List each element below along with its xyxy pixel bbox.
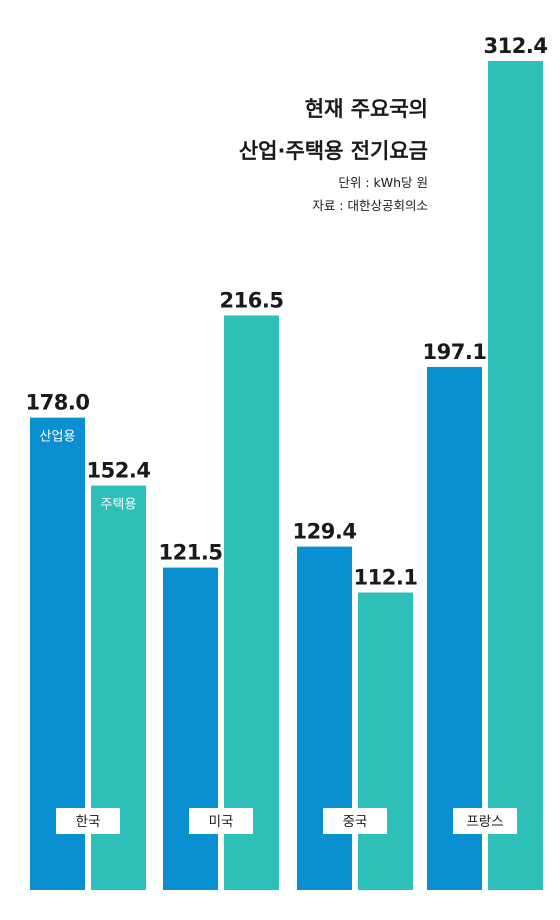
chart-title-line2: 산업·주택용 전기요금 [239, 139, 428, 163]
bar-3-1 [488, 61, 543, 890]
value-label-1-1: 216.5 [220, 288, 284, 312]
category-pill-3 [453, 808, 517, 834]
category-pill-0 [56, 808, 120, 834]
bar-1-1 [224, 315, 279, 890]
source-note: 자료 : 대한상공회의소 [312, 198, 428, 213]
value-label-0-0: 178.0 [26, 391, 90, 415]
value-label-2-0: 129.4 [293, 520, 357, 544]
value-label-3-0: 197.1 [423, 340, 487, 364]
value-label-1-0: 121.5 [159, 541, 223, 565]
series-label-1: 주택용 [101, 498, 137, 513]
category-label-0: 한국 [76, 814, 101, 830]
bar-2-1 [358, 592, 413, 890]
bar-1-0 [163, 567, 218, 890]
category-pill-1 [189, 808, 253, 834]
bar-3-0 [427, 366, 482, 890]
bar-2-0 [297, 546, 352, 890]
category-label-1: 미국 [209, 814, 234, 830]
value-label-0-1: 152.4 [87, 459, 151, 483]
value-label-2-1: 112.1 [354, 566, 418, 590]
category-pill-2 [323, 808, 387, 834]
category-label-2: 중국 [343, 814, 368, 830]
series-label-0: 산업용 [40, 430, 76, 445]
chart-title-line1: 현재 주요국의 [305, 97, 428, 121]
unit-note: 단위 : kWh당 원 [338, 175, 428, 190]
category-label-3: 프랑스 [466, 814, 503, 830]
value-label-3-1: 312.4 [484, 34, 548, 58]
